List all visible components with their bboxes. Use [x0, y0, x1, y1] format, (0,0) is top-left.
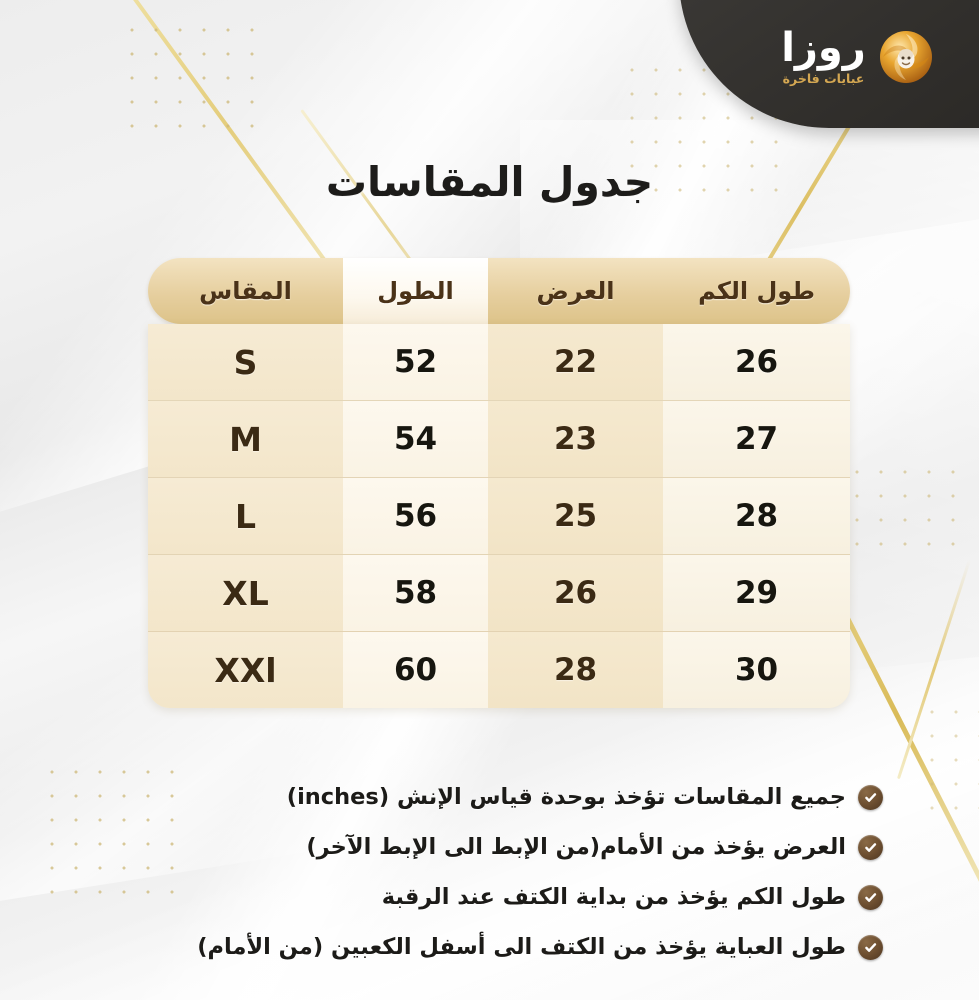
table-row: 28 25 56 L — [148, 478, 850, 555]
note-text: طول الكم يؤخذ من بداية الكتف عند الرقبة — [381, 884, 846, 910]
cell-width: 28 — [488, 632, 663, 708]
note-text: جميع المقاسات تؤخذ بوحدة قياس الإنش (inc… — [286, 784, 846, 810]
cell-width: 23 — [488, 401, 663, 477]
cell-sleeve-length: 26 — [663, 324, 850, 400]
notes-list: جميع المقاسات تؤخذ بوحدة قياس الإنش (inc… — [83, 772, 883, 972]
table-row: 29 26 58 XL — [148, 555, 850, 632]
cell-width: 26 — [488, 555, 663, 631]
table-body: 26 22 52 S 27 23 54 M 28 25 56 L 29 26 5… — [148, 324, 850, 708]
check-badge-icon — [858, 784, 883, 810]
cell-length: 54 — [343, 401, 488, 477]
table-row: 30 28 60 XXl — [148, 632, 850, 708]
column-header-length: الطول — [343, 258, 488, 324]
note-item: جميع المقاسات تؤخذ بوحدة قياس الإنش (inc… — [83, 772, 883, 822]
gold-diagonal-line-edge-right — [896, 559, 971, 780]
column-header-width: العرض — [536, 277, 615, 305]
table-row: 26 22 52 S — [148, 324, 850, 401]
cell-size: L — [148, 478, 343, 554]
rose-swirl-icon — [879, 30, 933, 84]
cell-sleeve-length: 29 — [663, 555, 850, 631]
cell-size: M — [148, 401, 343, 477]
cell-sleeve-length: 27 — [663, 401, 850, 477]
check-badge-icon — [858, 934, 883, 960]
size-table: طول الكم العرض الطول المقاس 26 22 52 S 2… — [148, 258, 850, 708]
cell-size: S — [148, 324, 343, 400]
cell-width: 22 — [488, 324, 663, 400]
cell-sleeve-length: 30 — [663, 632, 850, 708]
brand-tagline: عبايات فاخرة — [782, 71, 865, 87]
cell-length: 60 — [343, 632, 488, 708]
brand-panel: روزا عبايات فاخرة — [679, 0, 979, 128]
column-header-size: المقاس — [199, 277, 292, 305]
column-header-sleeve-length: طول الكم — [698, 277, 815, 305]
cell-size: XXl — [148, 632, 343, 708]
cell-length: 52 — [343, 324, 488, 400]
check-badge-icon — [858, 884, 883, 910]
table-row: 27 23 54 M — [148, 401, 850, 478]
note-item: العرض يؤخذ من الأمام(من الإبط الى الإبط … — [83, 822, 883, 872]
check-badge-icon — [858, 834, 883, 860]
cell-size: XL — [148, 555, 343, 631]
note-text: العرض يؤخذ من الأمام(من الإبط الى الإبط … — [306, 834, 846, 860]
note-item: طول العباية يؤخذ من الكتف الى أسفل الكعب… — [83, 922, 883, 972]
dot-grid-mid-right — [845, 460, 965, 560]
cell-sleeve-length: 28 — [663, 478, 850, 554]
cell-length: 56 — [343, 478, 488, 554]
cell-length: 58 — [343, 555, 488, 631]
dot-grid-lower-right — [920, 700, 979, 820]
cell-width: 25 — [488, 478, 663, 554]
brand-name: روزا — [781, 25, 866, 72]
dot-grid-top-left — [120, 18, 264, 138]
table-header-row: طول الكم العرض الطول المقاس — [148, 258, 850, 324]
note-item: طول الكم يؤخذ من بداية الكتف عند الرقبة — [83, 872, 883, 922]
page-title: جدول المقاسات — [325, 158, 654, 206]
note-text: طول العباية يؤخذ من الكتف الى أسفل الكعب… — [197, 934, 846, 960]
